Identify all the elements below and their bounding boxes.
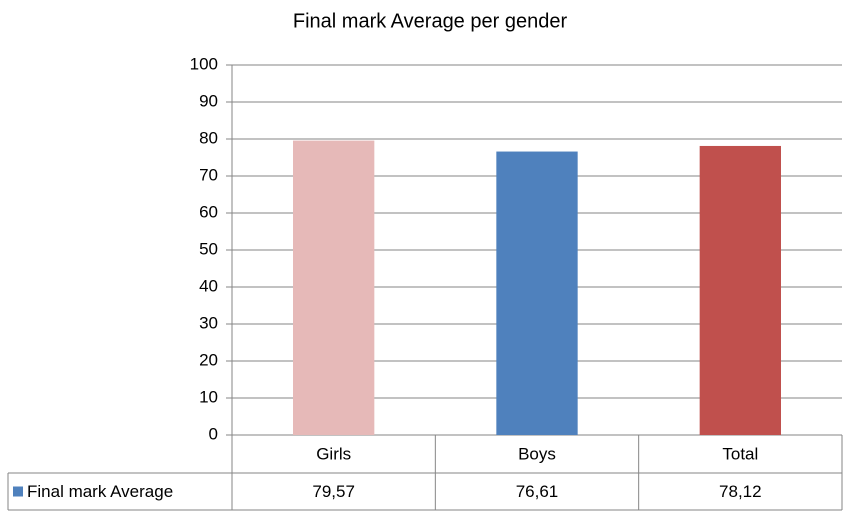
y-tick-label: 100 xyxy=(190,54,218,73)
y-tick-label: 10 xyxy=(199,387,218,406)
bar xyxy=(699,145,781,435)
bar xyxy=(293,140,375,435)
legend-key xyxy=(13,486,23,497)
y-tick-label: 30 xyxy=(199,313,218,332)
legend-label: Final mark Average xyxy=(27,482,173,501)
y-tick-label: 70 xyxy=(199,165,218,184)
data-table-value: 78,12 xyxy=(719,482,762,501)
x-tick-label: Total xyxy=(722,444,758,463)
y-tick-label: 90 xyxy=(199,91,218,110)
x-tick-label: Boys xyxy=(518,444,556,463)
data-table-value: 79,57 xyxy=(312,482,355,501)
data-table-value: 76,61 xyxy=(516,482,559,501)
y-tick-label: 40 xyxy=(199,276,218,295)
y-tick-label: 0 xyxy=(209,424,218,443)
y-tick-label: 20 xyxy=(199,350,218,369)
x-tick-label: Girls xyxy=(316,444,351,463)
chart-title: Final mark Average per gender xyxy=(293,10,568,32)
y-tick-label: 60 xyxy=(199,202,218,221)
bar xyxy=(496,151,578,435)
y-tick-label: 80 xyxy=(199,128,218,147)
y-tick-label: 50 xyxy=(199,239,218,258)
